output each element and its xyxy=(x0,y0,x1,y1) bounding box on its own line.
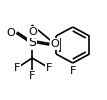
Text: F: F xyxy=(14,63,20,73)
Text: S: S xyxy=(28,36,36,48)
Text: F: F xyxy=(46,63,52,73)
Text: F: F xyxy=(29,71,35,81)
Text: O: O xyxy=(28,27,37,37)
Text: F: F xyxy=(70,66,76,76)
Text: O: O xyxy=(7,28,16,38)
Text: O: O xyxy=(51,39,59,49)
